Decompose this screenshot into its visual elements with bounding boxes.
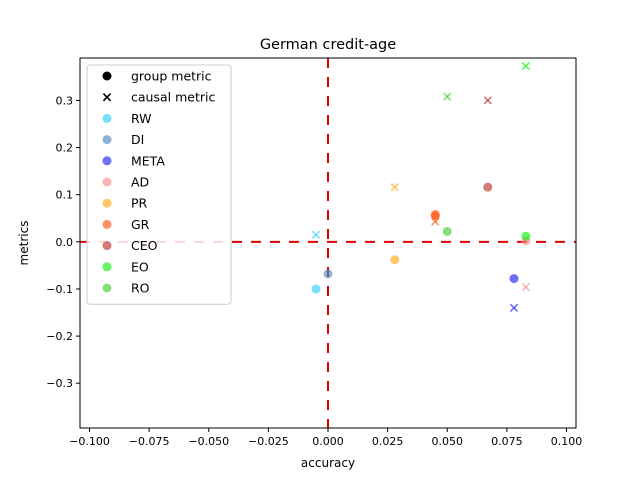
x-mark-stroke xyxy=(509,303,519,312)
point-causal-ad xyxy=(521,282,531,292)
point-group-eo xyxy=(521,231,531,241)
y-tick-label: −0.3 xyxy=(46,377,73,390)
x-tick-label: 0.075 xyxy=(491,435,523,448)
y-tick-label: −0.2 xyxy=(46,330,73,343)
x-mark-stroke xyxy=(311,230,321,239)
legend-marker-circle xyxy=(102,283,112,293)
x-mark-stroke xyxy=(390,182,399,192)
point-group-ceo xyxy=(483,182,493,192)
point-causal-meta xyxy=(509,303,519,312)
legend-marker-circle xyxy=(102,177,112,187)
legend-label: causal metric xyxy=(131,90,215,105)
x-tick-label: −0.075 xyxy=(129,435,170,448)
x-tick-label: 0.000 xyxy=(312,435,344,448)
x-tick-label: 0.025 xyxy=(372,435,404,448)
legend: group metric causal metric RW DI META AD PR GR C… xyxy=(86,64,232,305)
legend-label: RO xyxy=(131,281,150,296)
legend-marker-circle xyxy=(102,219,112,229)
point-group-gr xyxy=(430,211,440,221)
x-tick-label: −0.050 xyxy=(188,435,229,448)
legend-marker-circle xyxy=(102,113,112,123)
legend-marker-circle xyxy=(102,198,112,208)
y-tick-label: 0.1 xyxy=(56,189,74,202)
point-causal-eo xyxy=(521,61,531,71)
point-causal-ro xyxy=(443,92,452,101)
x-mark-stroke xyxy=(483,96,492,105)
x-tick-label: −0.100 xyxy=(69,435,110,448)
legend-label: PR xyxy=(131,196,148,211)
legend-label: RW xyxy=(131,111,152,126)
legend-label: group metric xyxy=(131,69,212,84)
legend-label: DI xyxy=(131,132,144,147)
point-group-pr xyxy=(390,255,400,265)
legend-label: GR xyxy=(131,217,150,232)
point-causal-rw xyxy=(311,230,321,239)
point-causal-pr xyxy=(390,182,399,192)
legend-label: CEO xyxy=(131,238,158,253)
x-mark-stroke xyxy=(431,217,440,226)
x-tick-label: 0.050 xyxy=(431,435,463,448)
x-mark-stroke xyxy=(521,282,531,292)
y-tick-label: −0.1 xyxy=(46,283,73,296)
y-tick-label: 0.0 xyxy=(56,236,74,249)
legend-marker-circle xyxy=(102,156,112,166)
x-tick-label: −0.025 xyxy=(248,435,289,448)
y-axis-label: metrics xyxy=(17,221,31,266)
x-tick-label: 0.100 xyxy=(551,435,583,448)
legend-marker-circle xyxy=(102,262,112,272)
legend-marker-circle xyxy=(102,71,112,81)
x-mark-stroke xyxy=(521,61,531,71)
x-axis-label: accuracy xyxy=(301,456,355,470)
x-mark-stroke xyxy=(102,93,112,102)
legend-label: AD xyxy=(131,175,149,190)
x-mark-stroke xyxy=(443,92,452,101)
legend-label: EO xyxy=(131,259,149,274)
plot-area: −0.100 −0.075 −0.050 −0.025 0.000 0.025 0.050 0… xyxy=(46,57,583,448)
chart-title: German credit-age xyxy=(260,37,396,53)
y-tick-label: 0.2 xyxy=(56,142,74,155)
y-tick-label: 0.3 xyxy=(56,94,74,107)
point-group-di xyxy=(323,269,333,279)
point-group-rw xyxy=(311,284,321,294)
legend-marker-circle xyxy=(102,241,112,251)
legend-marker-x xyxy=(102,93,112,102)
legend-box xyxy=(86,64,232,305)
point-group-ro xyxy=(442,226,452,236)
point-causal-ceo xyxy=(483,96,492,105)
legend-label: META xyxy=(131,153,165,168)
point-causal-gr xyxy=(431,217,440,226)
point-group-meta xyxy=(509,274,519,284)
legend-marker-circle xyxy=(102,135,112,145)
